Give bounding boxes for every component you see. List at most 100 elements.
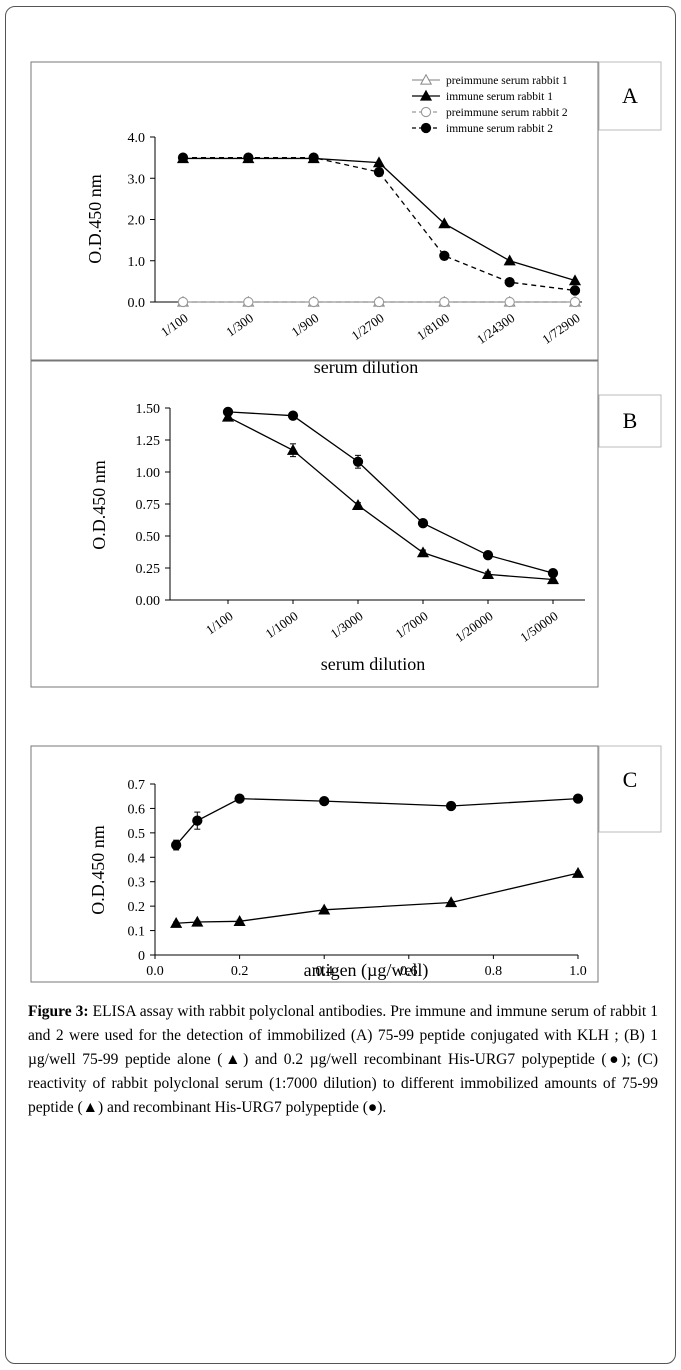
caption-label: Figure 3: <box>28 1003 89 1020</box>
panel-a-data-point <box>569 285 581 296</box>
panel-a-legend-marker <box>420 122 432 134</box>
panel-b-y-label: O.D.450 nm <box>89 460 109 550</box>
panel-b-series-line <box>227 411 554 574</box>
panel-a-data-point <box>503 254 516 266</box>
panel-b-data-point <box>547 567 559 579</box>
panel-a-x-tick-label: 1/8100 <box>414 310 452 343</box>
panel-b-y-tick-label: 1.50 <box>136 402 161 417</box>
panel-b-data-point <box>417 518 429 529</box>
panel-a-x-tick-label: 1/300 <box>223 310 256 339</box>
panel-c-data-point <box>319 795 330 807</box>
panel-b-x-label: serum dilution <box>321 654 426 674</box>
panel-c-x-tick-label: 1.0 <box>569 964 587 979</box>
panel-c-x-tick-label: 0.8 <box>485 964 503 979</box>
panel-a-y-tick-label: 3.0 <box>128 172 146 187</box>
panel-c-data-point <box>445 896 458 908</box>
panel-a-legend-marker <box>419 73 433 85</box>
panel-b: B 0.00 0.25 0.50 0.75 1.00 1.25 1.50 1/100 1/1000… <box>30 360 662 688</box>
panel-a-data-point <box>243 296 254 308</box>
figure-svg: A 0.0 1.0 2.0 3.0 4.0 1/100 1/300 1/900 1/2700 1/8… <box>30 61 662 983</box>
panel-a-legend-label: immune serum rabbit 1 <box>446 91 553 103</box>
panel-a-data-point <box>177 296 189 308</box>
panel-b-data-point <box>352 456 364 467</box>
panel-a-x-tick-label: 1/24300 <box>474 310 518 347</box>
panel-c-label-box <box>598 745 662 833</box>
panel-b-data-point <box>286 444 300 455</box>
panel-a-y-tick-label: 0.0 <box>128 296 146 311</box>
panel-b-label: B <box>623 408 638 433</box>
panel-c-x-tick-label: 0.2 <box>231 964 249 979</box>
panel-a-y-tick-label: 2.0 <box>128 214 146 229</box>
panel-c-data-point <box>445 800 457 812</box>
panel-c-series-line <box>175 798 579 846</box>
panel-c-x-tick-label: 0.0 <box>146 964 164 979</box>
panel-a-y-tick-label: 4.0 <box>128 131 146 146</box>
panel-c-data-point <box>170 917 183 928</box>
panel-c-series-line <box>176 872 579 924</box>
panel-a-data-point <box>569 296 581 308</box>
panel-a-data-point <box>308 296 319 308</box>
panel-a-y-tick-label: 1.0 <box>128 255 146 270</box>
panel-c-x-tick-label: 0.6 <box>400 964 418 979</box>
panel-b-data-point <box>351 499 365 510</box>
panel-b-x-tick-label: 1/3000 <box>328 608 366 641</box>
panel-c-y-tick-label: 0.3 <box>128 876 146 891</box>
panel-c-y-tick-label: 0.7 <box>128 778 146 793</box>
panel-c-data-point <box>170 839 182 851</box>
panel-c-border <box>30 745 599 983</box>
panel-b-data-point <box>222 406 234 417</box>
panel-a-x-tick-label: 1/100 <box>158 310 191 339</box>
panel-b-y-tick-label: 0.50 <box>136 530 161 545</box>
panel-a-data-point <box>438 217 451 229</box>
panel-a-legend-label: preimmune serum rabbit 2 <box>446 107 568 119</box>
panel-a: A 0.0 1.0 2.0 3.0 4.0 1/100 1/300 1/900 1/2700 1/8… <box>30 61 662 377</box>
panel-a-x-label: serum dilution <box>314 357 419 377</box>
panel-b-data-point <box>287 410 299 421</box>
panel-c-data-point <box>233 915 246 926</box>
panel-c-x-tick-label: 0.4 <box>315 964 333 979</box>
panel-c-x-label: antigen (µg/well) <box>304 960 429 981</box>
figure-frame <box>5 6 676 1364</box>
panel-a-data-point <box>439 250 450 261</box>
panel-c-data-point <box>571 866 585 878</box>
panel-a-x-tick-label: 1/2700 <box>349 310 387 343</box>
panel-b-data-point <box>416 546 430 558</box>
panel-a-x-tick-label: 1/900 <box>289 310 322 339</box>
panel-a-data-point <box>373 296 385 308</box>
panel-a-data-point <box>308 152 319 163</box>
panel-c-y-tick-label: 0.2 <box>128 900 146 915</box>
panel-b-label-box <box>598 394 662 448</box>
panel-a-label-box <box>598 61 662 131</box>
panel-a-series-line <box>183 156 576 292</box>
panel-c-y-tick-label: 0 <box>138 949 145 964</box>
panel-b-x-tick-label: 1/1000 <box>263 608 301 641</box>
panel-b-x-tick-label: 1/20000 <box>452 608 496 645</box>
panel-a-data-point <box>504 296 515 308</box>
panel-c-y-tick-label: 0.4 <box>128 851 146 866</box>
panel-c-y-tick-label: 0.6 <box>128 802 146 817</box>
panel-c-label: C <box>623 767 638 792</box>
panel-a-legend-label: preimmune serum rabbit 1 <box>446 75 568 87</box>
panel-b-border <box>30 360 599 688</box>
panel-b-data-point <box>546 573 560 585</box>
panel-a-legend-marker <box>419 89 433 101</box>
panel-c-data-point <box>572 793 584 804</box>
panel-b-y-tick-label: 0.25 <box>136 562 161 577</box>
panel-a-legend-marker <box>420 106 432 118</box>
panel-b-x-tick-label: 1/7000 <box>393 608 431 641</box>
panel-b-data-point <box>482 550 494 561</box>
caption-text: ELISA assay with rabbit polyclonal antib… <box>28 1003 658 1116</box>
panel-c-y-tick-label: 0.1 <box>128 925 146 940</box>
panel-a-data-point <box>439 296 450 308</box>
panel-b-y-tick-label: 1.25 <box>136 434 161 449</box>
panel-c-data-point <box>191 915 204 927</box>
panel-b-data-point <box>481 568 495 580</box>
panel-a-data-point <box>373 166 385 178</box>
panel-b-x-tick-label: 1/100 <box>203 608 236 637</box>
panel-c-data-point <box>234 793 245 804</box>
panel-b-series-line <box>227 416 554 581</box>
figure-caption: Figure 3: ELISA assay with rabbit polycl… <box>28 1000 658 1120</box>
panel-c-data-point <box>318 903 331 915</box>
panel-a-data-point <box>372 156 386 168</box>
panel-b-x-tick-label: 1/50000 <box>517 608 561 645</box>
